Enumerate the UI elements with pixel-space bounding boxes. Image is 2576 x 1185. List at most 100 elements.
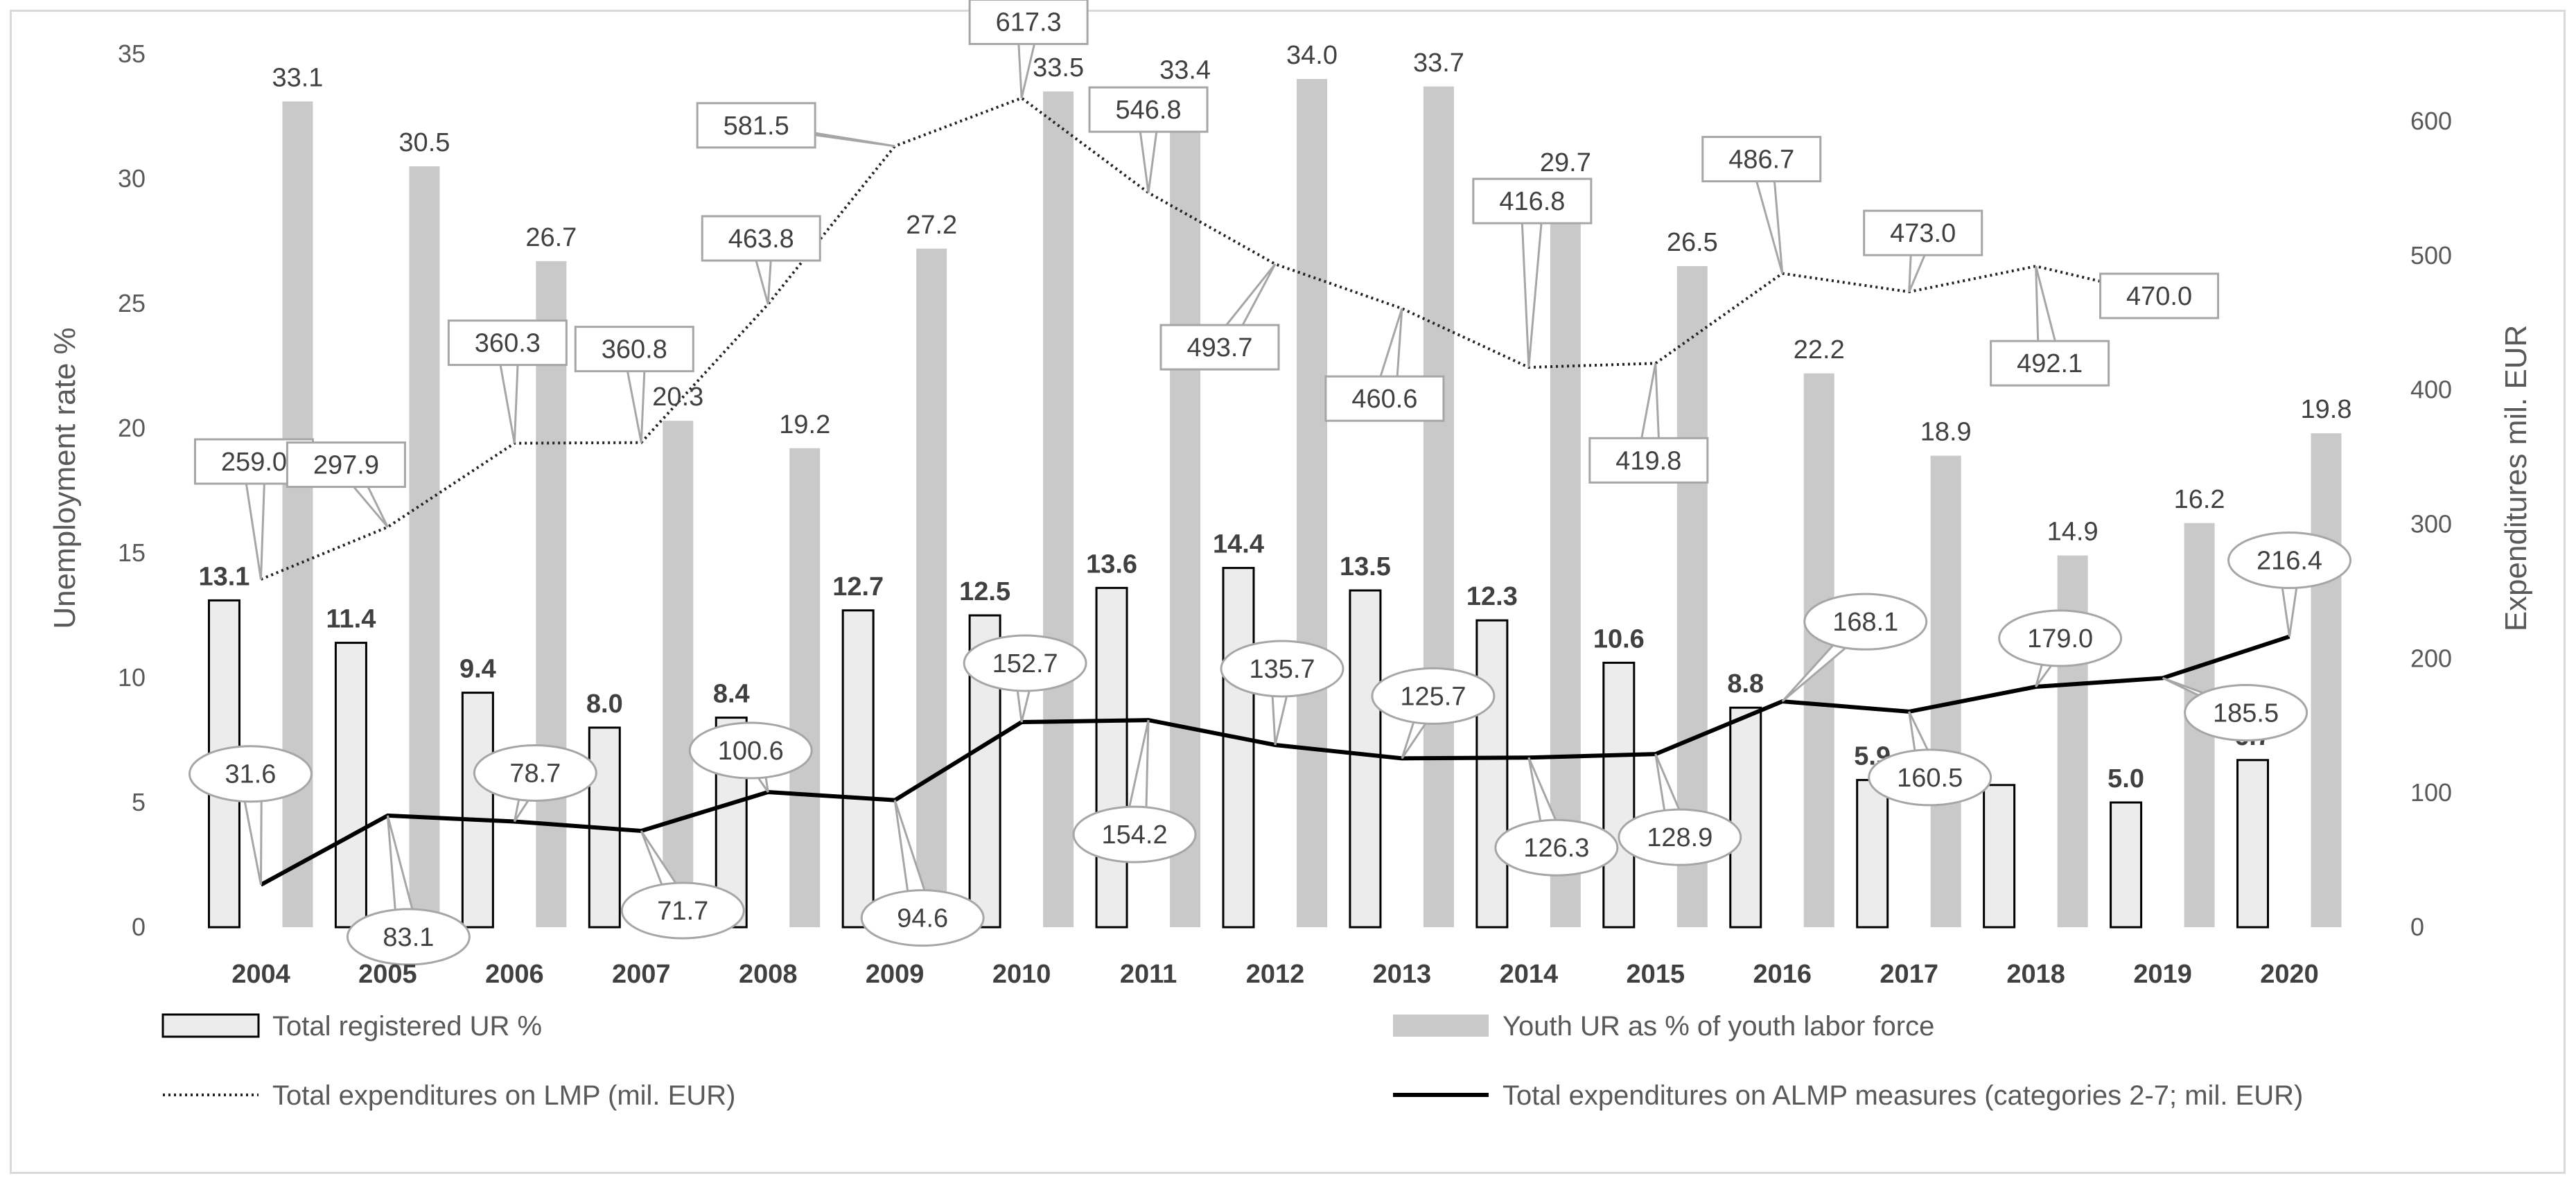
almp-callout: 216.4 bbox=[2227, 532, 2352, 637]
total-ur-bar bbox=[1983, 784, 2016, 929]
total-ur-label: 14.4 bbox=[1213, 530, 1264, 559]
youth-ur-bar bbox=[916, 248, 947, 927]
total-ur-bar bbox=[334, 642, 367, 929]
almp-callout-text: 100.6 bbox=[718, 737, 784, 766]
total-ur-label: 12.5 bbox=[959, 577, 1010, 606]
total-ur-label: 13.5 bbox=[1340, 552, 1391, 581]
total-ur-bar bbox=[1602, 661, 1636, 929]
left-tick-label: 25 bbox=[118, 289, 146, 317]
lmp-callout: 493.7 bbox=[1159, 263, 1280, 371]
x-tick-label: 2005 bbox=[358, 960, 417, 989]
left-tick-label: 30 bbox=[118, 164, 146, 193]
total-ur-label: 13.1 bbox=[198, 562, 249, 591]
lmp-callout: 486.7 bbox=[1701, 136, 1822, 274]
legend-swatch bbox=[161, 1013, 260, 1038]
youth-ur-label: 18.9 bbox=[1920, 418, 1972, 447]
lmp-callout-text: 617.3 bbox=[996, 8, 1062, 37]
youth-ur-label: 34.0 bbox=[1286, 41, 1338, 70]
youth-ur-label: 16.2 bbox=[2174, 485, 2225, 514]
almp-callout: 135.7 bbox=[1220, 640, 1344, 746]
youth-ur-label: 33.7 bbox=[1413, 49, 1464, 78]
left-tick-label: 20 bbox=[118, 414, 146, 442]
x-tick-label: 2015 bbox=[1627, 960, 1685, 989]
left-tick-label: 5 bbox=[132, 788, 146, 816]
right-tick-label: 600 bbox=[2410, 107, 2452, 135]
lmp-callout-text: 259.0 bbox=[221, 448, 287, 477]
almp-callout-text: 94.6 bbox=[897, 904, 948, 933]
youth-ur-label: 20.3 bbox=[652, 383, 703, 412]
lmp-callout-text: 473.0 bbox=[1890, 219, 1956, 248]
lmp-callout-text: 486.7 bbox=[1728, 146, 1794, 175]
almp-callout: 125.7 bbox=[1371, 667, 1496, 760]
left-tick-label: 0 bbox=[132, 913, 146, 941]
youth-ur-bar bbox=[1170, 94, 1201, 928]
x-tick-label: 2011 bbox=[1120, 960, 1177, 989]
legend-label: Total expenditures on LMP (mil. EUR) bbox=[272, 1080, 735, 1111]
almp-callout-text: 154.2 bbox=[1102, 820, 1168, 850]
youth-ur-label: 33.4 bbox=[1159, 56, 1211, 85]
total-ur-bar bbox=[2236, 759, 2270, 929]
bars bbox=[207, 79, 2342, 929]
almp-callout-text: 185.5 bbox=[2213, 699, 2279, 728]
lmp-callout: 546.8 bbox=[1088, 86, 1209, 193]
lmp-callout-text: 360.3 bbox=[475, 329, 541, 358]
legend-label: Total registered UR % bbox=[272, 1011, 542, 1042]
x-tick-label: 2009 bbox=[866, 960, 925, 989]
total-ur-bar bbox=[1729, 706, 1762, 929]
total-ur-label: 13.6 bbox=[1086, 550, 1137, 579]
almp-callout: 100.6 bbox=[688, 721, 813, 793]
almp-callout: 168.1 bbox=[1781, 592, 1928, 703]
youth-ur-label: 29.7 bbox=[1540, 148, 1591, 177]
right-axis-title: Expenditures mil. EUR bbox=[2499, 325, 2533, 632]
almp-callout: 126.3 bbox=[1494, 757, 1619, 877]
legend-item: Total expenditures on ALMP measures (cat… bbox=[1393, 1080, 2303, 1111]
almp-callout: 78.7 bbox=[473, 744, 597, 823]
chart-frame bbox=[10, 10, 2566, 1174]
lmp-callout: 470.0 bbox=[2099, 272, 2220, 319]
youth-ur-label: 33.5 bbox=[1033, 53, 1084, 82]
total-ur-label: 8.4 bbox=[713, 680, 750, 709]
total-ur-label: 8.8 bbox=[1727, 669, 1764, 699]
total-ur-bar bbox=[1475, 619, 1509, 929]
almp-callout: 71.7 bbox=[620, 830, 745, 940]
total-ur-label: 11.4 bbox=[326, 605, 376, 634]
almp-callout: 94.6 bbox=[860, 800, 985, 947]
lmp-callout-text: 470.0 bbox=[2126, 282, 2192, 311]
lmp-callout: 460.6 bbox=[1324, 308, 1445, 422]
x-tick-label: 2004 bbox=[231, 960, 290, 989]
youth-ur-label: 19.2 bbox=[779, 410, 830, 439]
lmp-callout-text: 419.8 bbox=[1615, 446, 1681, 475]
lmp-callout: 416.8 bbox=[1472, 177, 1593, 368]
youth-ur-label: 26.5 bbox=[1667, 228, 1718, 257]
total-ur-label: 9.4 bbox=[459, 655, 496, 684]
youth-ur-bar bbox=[789, 448, 821, 927]
almp-callout-text: 152.7 bbox=[992, 649, 1058, 678]
lmp-callout: 419.8 bbox=[1588, 363, 1709, 484]
x-tick-label: 2008 bbox=[739, 960, 798, 989]
almp-callout-text: 179.0 bbox=[2027, 624, 2093, 653]
total-ur-bar bbox=[1095, 586, 1128, 929]
lmp-callout: 463.8 bbox=[701, 215, 821, 305]
legend-item: Total expenditures on LMP (mil. EUR) bbox=[163, 1080, 735, 1111]
left-axis-title: Unemployment rate % bbox=[48, 327, 82, 629]
x-tick-label: 2019 bbox=[2133, 960, 2192, 989]
x-tick-label: 2016 bbox=[1753, 960, 1812, 989]
almp-callout-text: 83.1 bbox=[383, 923, 434, 952]
almp-callout: 83.1 bbox=[346, 815, 471, 966]
almp-callout-text: 78.7 bbox=[509, 759, 561, 788]
lmp-callout-text: 493.7 bbox=[1186, 333, 1252, 362]
almp-callout: 31.6 bbox=[188, 745, 313, 886]
x-axis-ticks: 2004 2005 2006 2007 2008 2009 2010 2011 2012 2013… bbox=[231, 960, 2319, 989]
total-ur-bar bbox=[1856, 779, 1889, 929]
x-tick-label: 2007 bbox=[612, 960, 671, 989]
left-tick-label: 15 bbox=[118, 538, 146, 567]
lmp-callout-text: 492.1 bbox=[2017, 349, 2083, 378]
almp-callout-text: 71.7 bbox=[657, 897, 708, 926]
data-labels: 13.1 33.1 11.4 30.5 9.4 26.7 8.0 20.3 8.4 19.2 12.… bbox=[188, 0, 2352, 966]
almp-callout: 179.0 bbox=[1998, 609, 2123, 687]
youth-ur-label: 30.5 bbox=[398, 128, 450, 157]
right-axis-ticks: 0 100 200 300 400 500 600 bbox=[2410, 107, 2452, 941]
almp-callout-text: 126.3 bbox=[1523, 834, 1589, 863]
almp-callout: 128.9 bbox=[1618, 753, 1742, 866]
